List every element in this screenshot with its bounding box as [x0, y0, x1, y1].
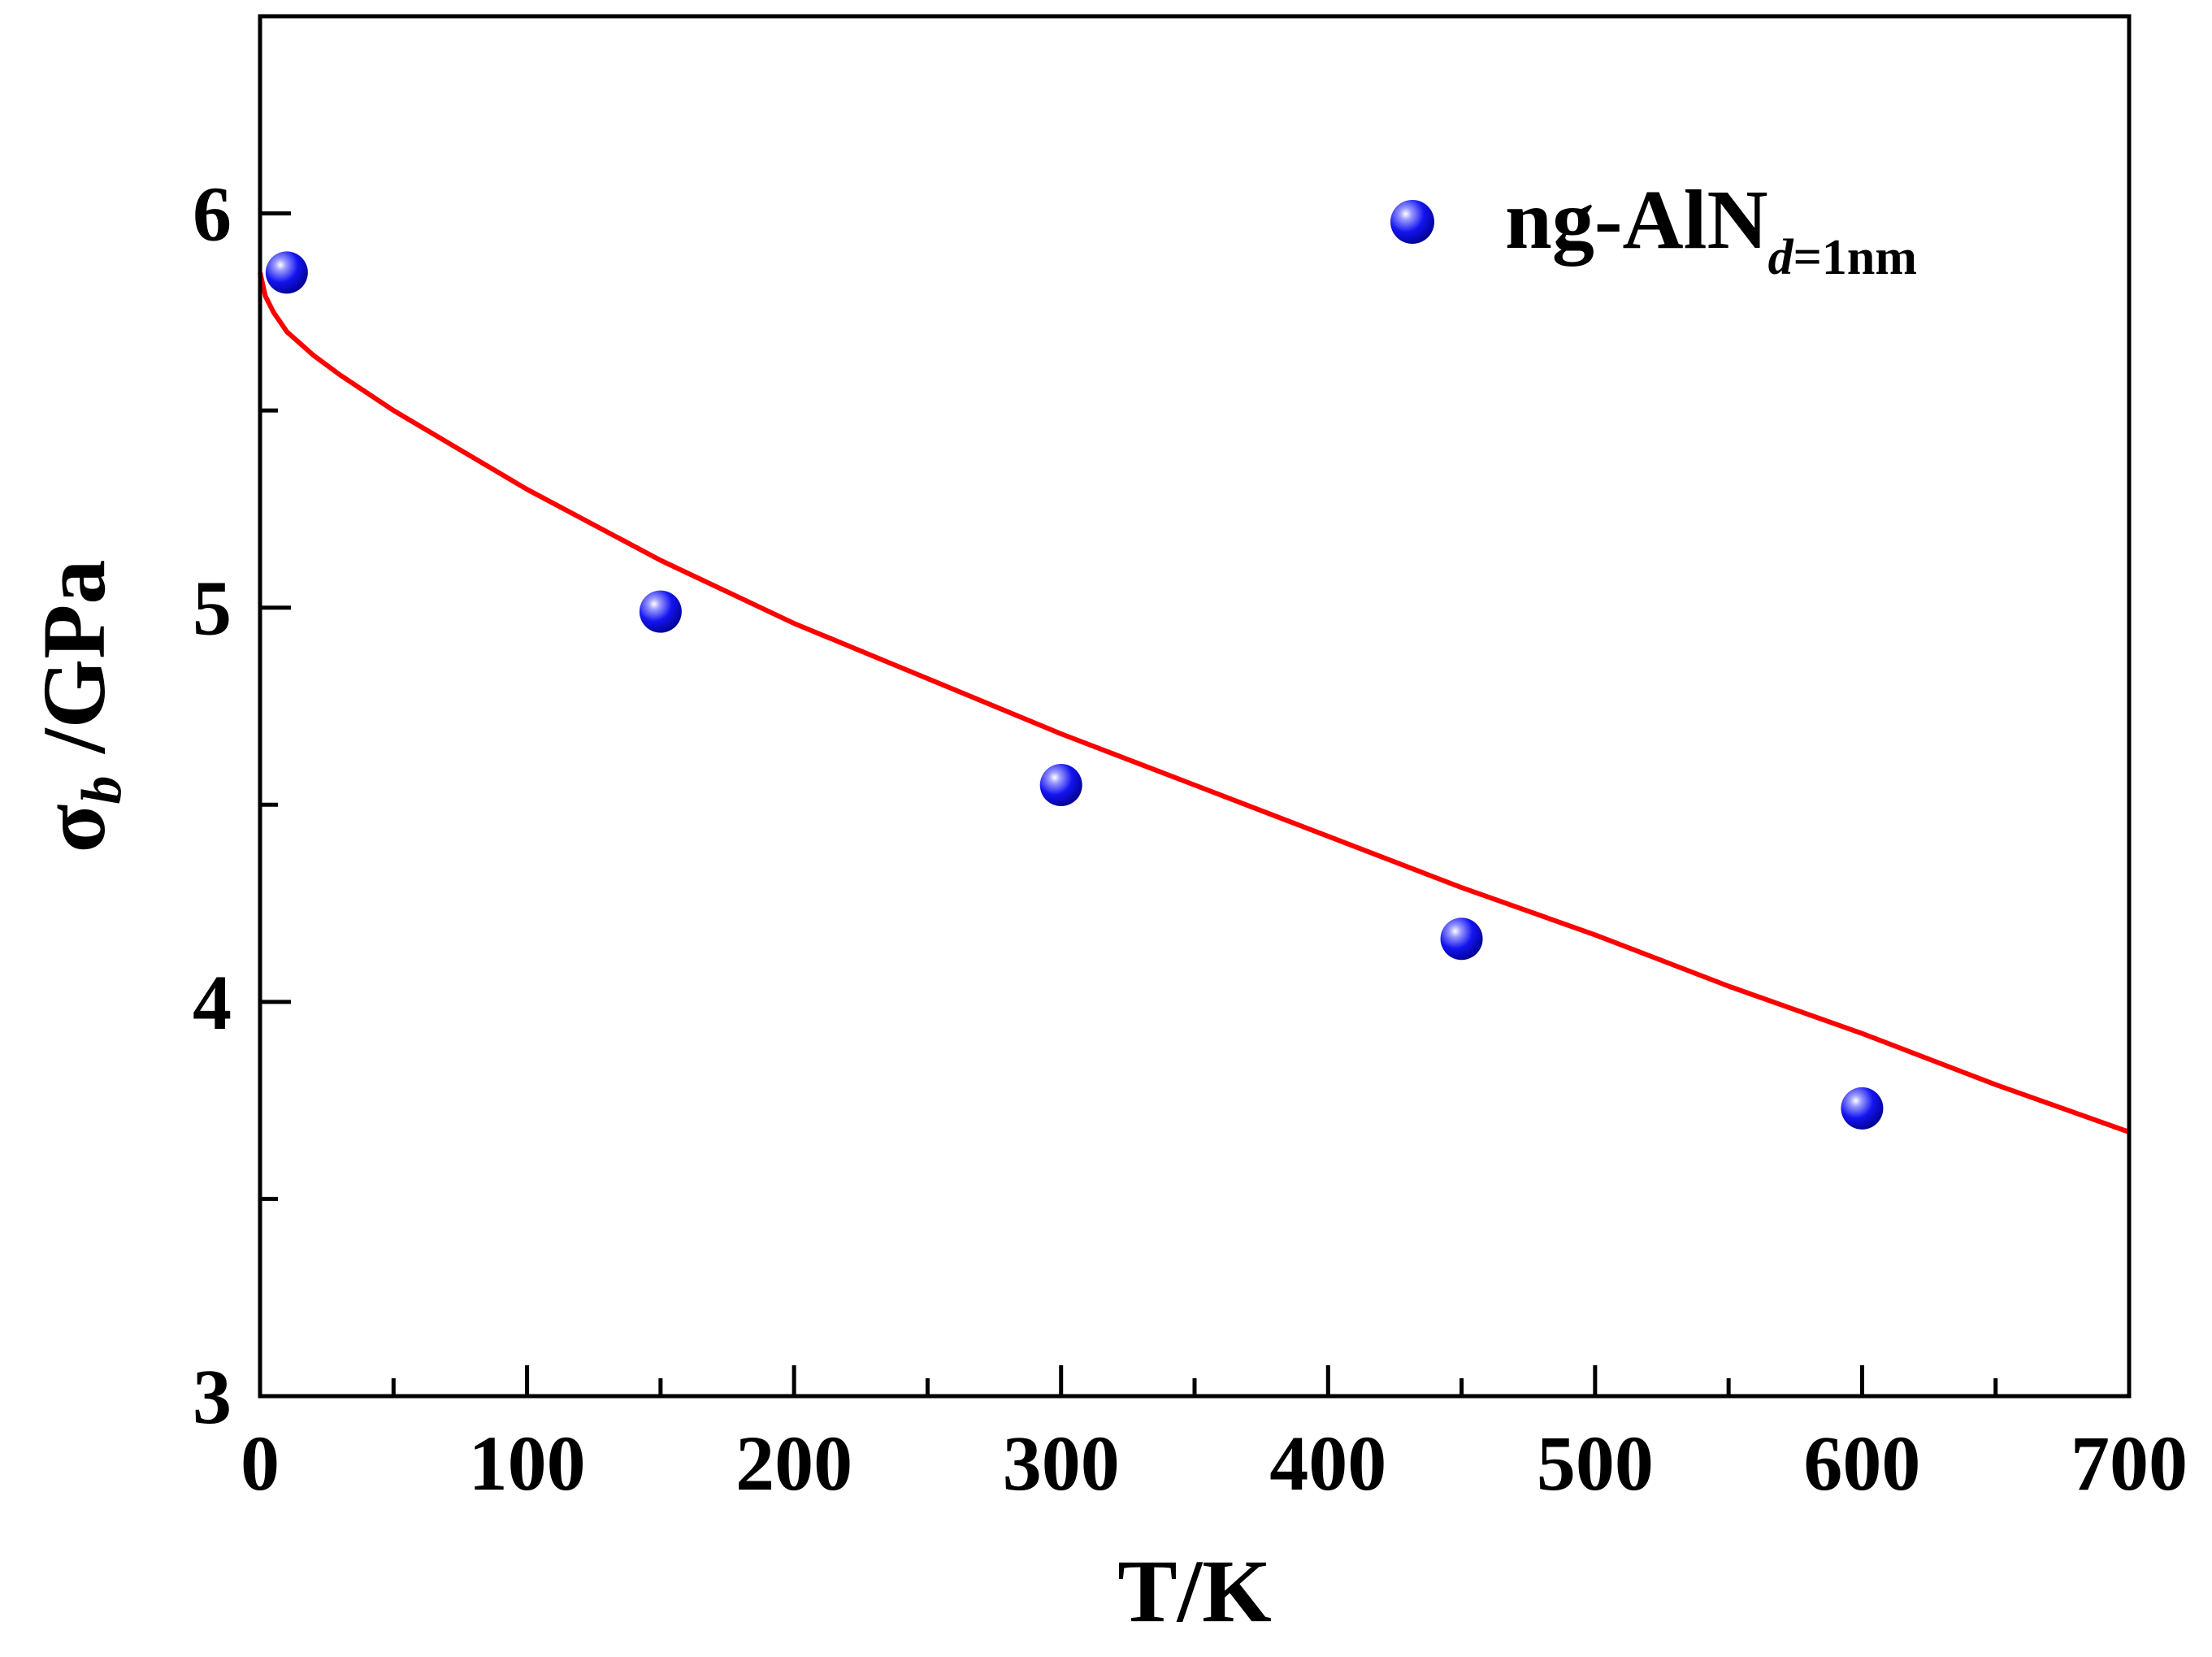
y-axis-title-symbol: σ	[24, 804, 124, 852]
legend-label-sub-rest: =1nm	[1793, 230, 1917, 285]
y-axis-title: σb /GPa	[24, 560, 133, 853]
y-tick-label: 6	[193, 171, 232, 258]
y-tick-label: 5	[193, 565, 232, 652]
x-tick-label: 700	[2071, 1420, 2188, 1507]
x-tick-label: 0	[241, 1420, 280, 1507]
data-point	[1841, 1087, 1883, 1130]
data-point	[266, 251, 308, 293]
data-point	[1040, 764, 1082, 806]
y-tick-label: 4	[193, 959, 232, 1046]
x-tick-label: 500	[1537, 1420, 1654, 1507]
legend-label-sub-italic: d	[1768, 230, 1794, 285]
x-tick-label: 300	[1003, 1420, 1120, 1507]
data-point	[640, 591, 682, 633]
y-tick-label: 3	[193, 1353, 232, 1440]
y-axis-title-unit: /GPa	[24, 560, 124, 776]
data-point	[1441, 917, 1483, 960]
x-axis-title: T/K	[1117, 1542, 1272, 1641]
chart: 0 100 200 300 400 500 600 700 3 4 5 6 T/K σb /GPa n…	[0, 0, 2212, 1657]
x-tick-label: 200	[735, 1420, 852, 1507]
x-tick-label: 600	[1803, 1420, 1920, 1507]
legend-marker	[1390, 200, 1434, 244]
legend-label-main: ng-AlN	[1505, 173, 1768, 267]
y-axis-title-subscript: b	[71, 775, 133, 804]
x-tick-label: 100	[469, 1420, 586, 1507]
x-tick-label: 400	[1269, 1420, 1386, 1507]
